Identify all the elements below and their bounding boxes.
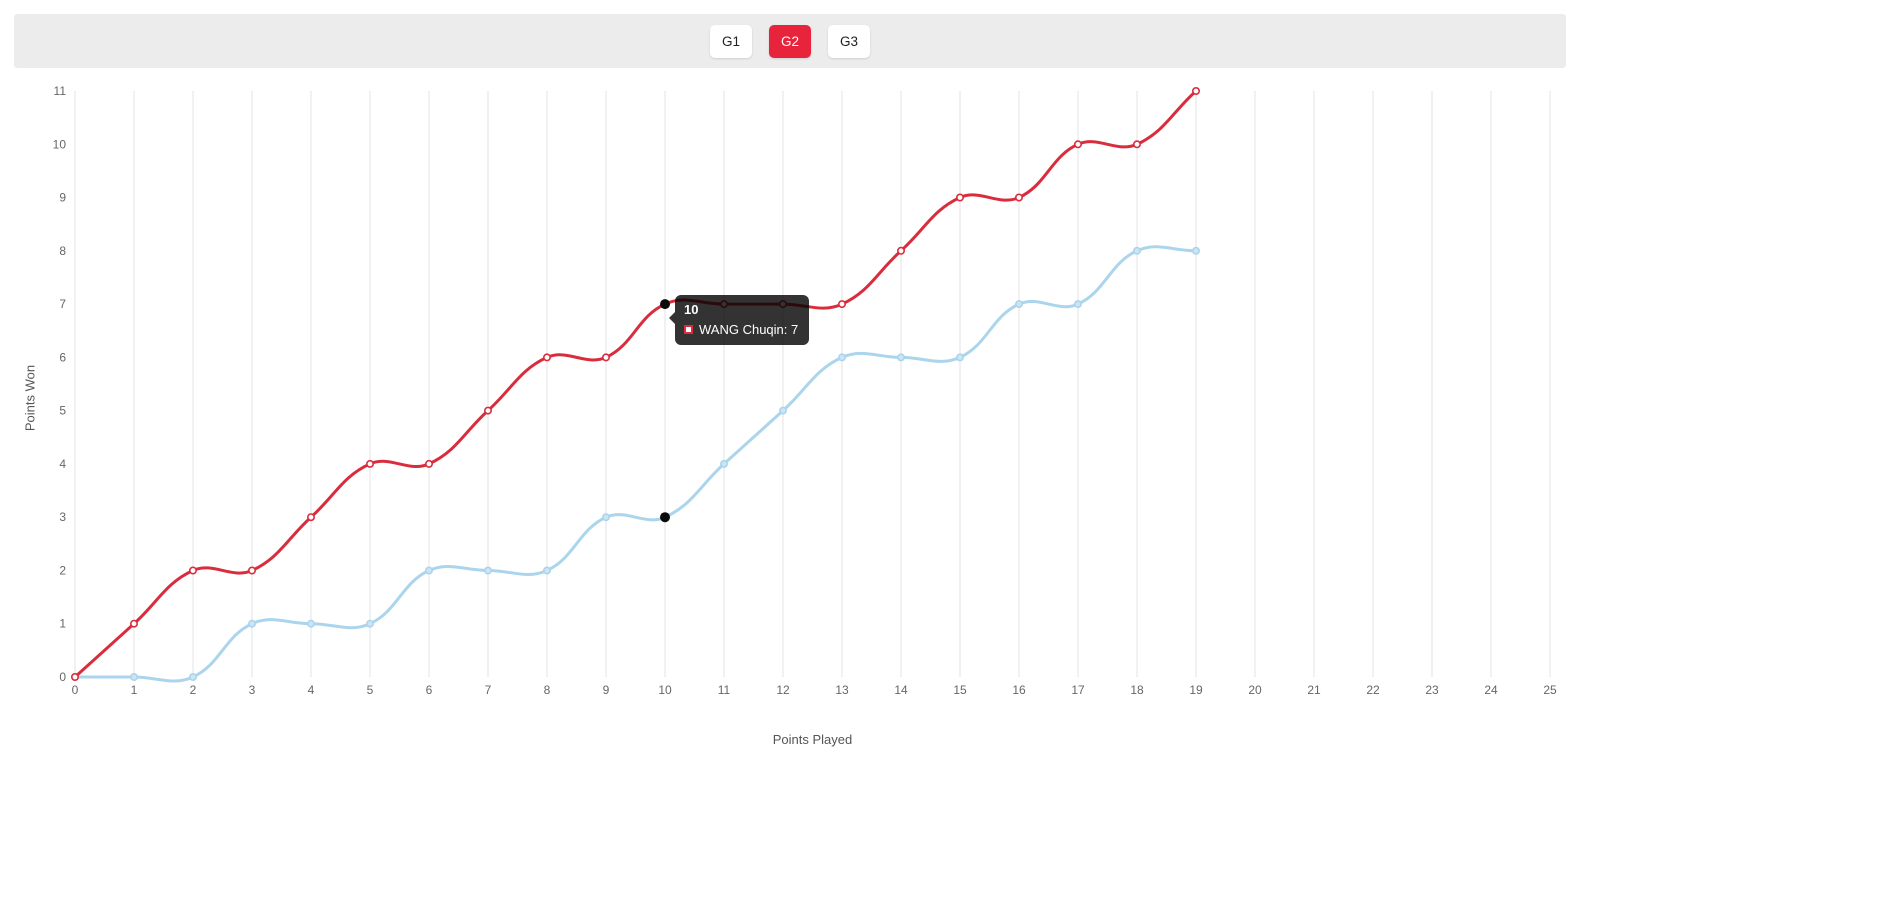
svg-text:8: 8 — [59, 244, 66, 258]
svg-text:5: 5 — [59, 404, 66, 418]
y-axis-title: Points Won — [22, 364, 38, 432]
svg-text:1: 1 — [131, 683, 138, 697]
x-axis-title: Points Played — [772, 732, 853, 747]
svg-text:0: 0 — [59, 670, 66, 684]
svg-text:10: 10 — [658, 683, 672, 697]
content-container: G1 G2 G3 0 1 2 3 4 5 6 7 8 9 10 11 12 13 14 15 16 17 18 19 2… — [14, 14, 1566, 756]
svg-text:14: 14 — [894, 683, 908, 697]
svg-text:12: 12 — [776, 683, 790, 697]
svg-text:24: 24 — [1484, 683, 1498, 697]
svg-text:2: 2 — [190, 683, 197, 697]
svg-text:21: 21 — [1307, 683, 1321, 697]
svg-text:16: 16 — [1012, 683, 1026, 697]
game-tab-g1[interactable]: G1 — [709, 24, 752, 58]
svg-text:7: 7 — [485, 683, 492, 697]
game-selector-bar: G1 G2 G3 — [14, 14, 1566, 68]
svg-text:5: 5 — [367, 683, 374, 697]
game-tab-g3[interactable]: G3 — [828, 24, 871, 58]
svg-text:18: 18 — [1130, 683, 1144, 697]
svg-text:15: 15 — [953, 683, 967, 697]
svg-text:13: 13 — [835, 683, 849, 697]
svg-text:0: 0 — [72, 683, 79, 697]
svg-text:25: 25 — [1543, 683, 1557, 697]
x-tick-labels: 0 1 2 3 4 5 6 7 8 9 10 11 12 13 14 15 16 17 18 19 20 21 22 23 24… — [72, 683, 1557, 697]
svg-text:9: 9 — [59, 191, 66, 205]
svg-text:8: 8 — [544, 683, 551, 697]
y-tick-labels: 0 1 2 3 4 5 6 7 8 9 10 11 — [53, 84, 67, 684]
chart-area[interactable]: 0 1 2 3 4 5 6 7 8 9 10 11 12 13 14 15 16 17 18 19 20 21 22 23 24… — [14, 82, 1566, 756]
svg-text:19: 19 — [1189, 683, 1203, 697]
series-line-wang-chuqin — [70, 87, 1201, 681]
hover-points — [660, 299, 670, 523]
svg-text:4: 4 — [308, 683, 315, 697]
svg-text:6: 6 — [59, 350, 66, 364]
x-gridlines — [74, 91, 1551, 677]
svg-text:10: 10 — [53, 137, 67, 151]
svg-text:7: 7 — [59, 297, 66, 311]
svg-text:4: 4 — [59, 457, 66, 471]
svg-text:23: 23 — [1425, 683, 1439, 697]
svg-text:2: 2 — [59, 563, 66, 577]
line-chart[interactable]: 0 1 2 3 4 5 6 7 8 9 10 11 12 13 14 15 16 17 18 19 20 21 22 23 24… — [14, 82, 1566, 742]
svg-text:20: 20 — [1248, 683, 1262, 697]
svg-text:11: 11 — [718, 683, 731, 697]
svg-text:22: 22 — [1366, 683, 1380, 697]
game-tab-g2[interactable]: G2 — [768, 24, 811, 58]
opponent-series-line — [70, 245, 1201, 683]
svg-text:6: 6 — [426, 683, 433, 697]
svg-text:11: 11 — [54, 84, 67, 98]
svg-text:9: 9 — [603, 683, 610, 697]
svg-text:3: 3 — [249, 683, 256, 697]
svg-text:1: 1 — [59, 617, 66, 631]
svg-text:17: 17 — [1071, 683, 1085, 697]
svg-text:3: 3 — [59, 510, 66, 524]
